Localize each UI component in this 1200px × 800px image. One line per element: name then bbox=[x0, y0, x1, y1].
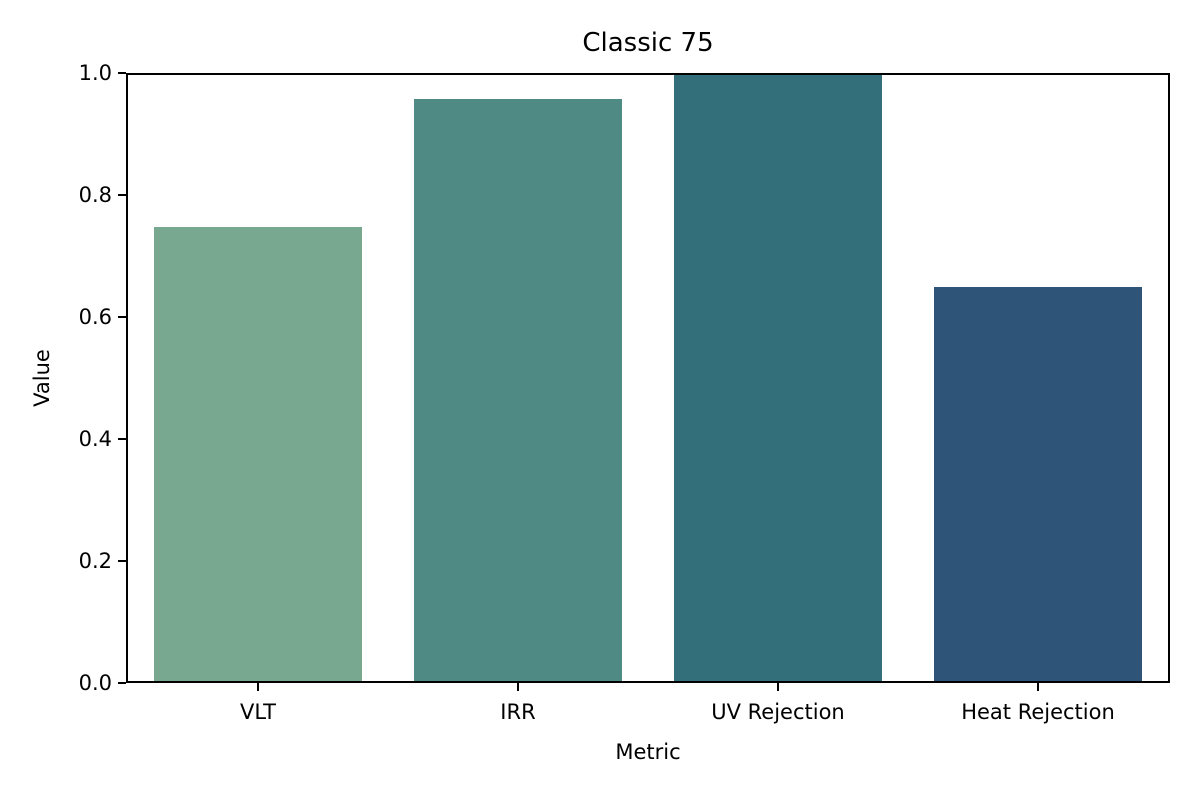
chart-title: Classic 75 bbox=[582, 28, 714, 58]
x-tick-mark bbox=[517, 683, 519, 691]
bar-irr bbox=[414, 99, 622, 681]
y-tick-mark bbox=[118, 316, 126, 318]
y-tick-mark bbox=[118, 560, 126, 562]
x-tick-label: Heat Rejection bbox=[961, 700, 1115, 724]
bar-vlt bbox=[154, 226, 362, 681]
y-axis-label: Value bbox=[30, 349, 54, 407]
bar-heat-rejection bbox=[934, 287, 1142, 681]
y-tick-mark bbox=[118, 438, 126, 440]
y-tick-mark bbox=[118, 682, 126, 684]
x-axis-label: Metric bbox=[615, 740, 681, 764]
y-tick-label: 0.2 bbox=[78, 549, 112, 573]
y-tick-label: 0.0 bbox=[78, 671, 112, 695]
y-tick-label: 0.6 bbox=[78, 305, 112, 329]
x-tick-mark bbox=[777, 683, 779, 691]
y-tick-mark bbox=[118, 72, 126, 74]
y-tick-label: 1.0 bbox=[78, 61, 112, 85]
y-tick-label: 0.4 bbox=[78, 427, 112, 451]
x-tick-label: UV Rejection bbox=[711, 700, 845, 724]
plot-area bbox=[126, 73, 1170, 683]
x-tick-label: IRR bbox=[500, 700, 536, 724]
x-tick-mark bbox=[1037, 683, 1039, 691]
bar-uv-rejection bbox=[674, 75, 882, 681]
y-tick-label: 0.8 bbox=[78, 183, 112, 207]
x-tick-label: VLT bbox=[239, 700, 276, 724]
y-tick-mark bbox=[118, 194, 126, 196]
x-tick-mark bbox=[257, 683, 259, 691]
